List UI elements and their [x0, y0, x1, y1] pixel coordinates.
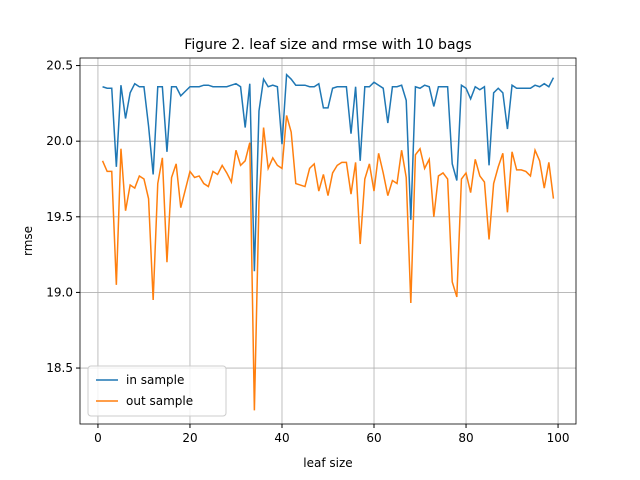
y-tick-label: 19.0 — [46, 285, 73, 299]
x-tick-label: 20 — [182, 431, 197, 445]
y-axis-label: rmse — [21, 226, 35, 256]
y-tick-label: 18.5 — [46, 361, 73, 375]
x-tick-label: 100 — [547, 431, 570, 445]
chart-title: Figure 2. leaf size and rmse with 10 bag… — [184, 37, 471, 53]
x-tick-label: 80 — [458, 431, 473, 445]
x-tick-label: 40 — [274, 431, 289, 445]
y-tick-label: 20.5 — [46, 59, 73, 73]
y-tick-label: 19.5 — [46, 210, 73, 224]
legend-box — [87, 365, 227, 417]
y-tick-label: 20.0 — [46, 134, 73, 148]
plot-frame — [79, 57, 577, 425]
legend-label: out sample — [126, 394, 193, 408]
series-line — [102, 72, 555, 272]
x-tick-label: 60 — [366, 431, 381, 445]
x-axis-label: leaf size — [303, 456, 352, 470]
legend-label: in sample — [126, 373, 184, 387]
series-line — [101, 115, 555, 411]
x-tick-label: 0 — [94, 431, 102, 445]
